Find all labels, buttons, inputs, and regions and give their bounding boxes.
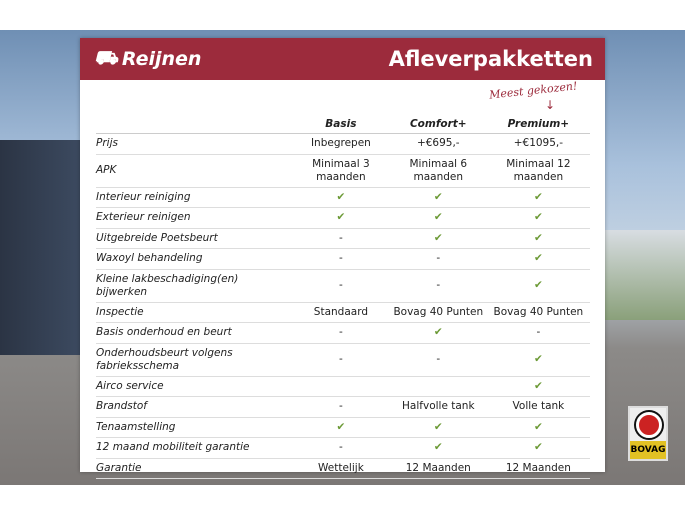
arrow-icon: ↓ (544, 98, 555, 112)
row-label: Uitgebreide Poetsbeurt (96, 228, 292, 249)
cell: - (292, 322, 390, 344)
cell: ✔ (486, 343, 590, 377)
cell: - (389, 248, 487, 270)
row-label: Prijs (96, 133, 292, 155)
table-row: Basis onderhoud en beurt - ✔ - (96, 322, 590, 344)
cell: - (292, 396, 390, 418)
cell: Minimaal 3 maanden (292, 154, 390, 188)
cell: Minimaal 12 maanden (486, 154, 590, 188)
row-label: Waxoyl behandeling (96, 248, 292, 270)
empty-header (96, 116, 292, 134)
table-row: Exterieur reinigen ✔ ✔ ✔ (96, 207, 590, 229)
cell: - (389, 343, 487, 377)
packages-card: ⛟ Reijnen Afleverpakketten Meest gekozen!… (80, 38, 605, 479)
cell: ✔ (486, 376, 590, 397)
table-row: APK Minimaal 3 maanden Minimaal 6 maanden M… (96, 154, 590, 188)
cell: Halfvolle tank (389, 396, 487, 418)
cell: ✔ (486, 248, 590, 270)
cell (292, 376, 390, 397)
cell: ✔ (486, 417, 590, 438)
cell: Volle tank (486, 396, 590, 418)
cell: ✔ (292, 187, 390, 208)
cell: Bovag 40 Punten (389, 302, 487, 323)
cell: +€1095,- (486, 133, 590, 155)
cell: - (292, 228, 390, 249)
most-chosen-note: Meest gekozen! (488, 79, 578, 102)
cell: - (292, 269, 390, 303)
cell: ✔ (486, 207, 590, 229)
cell: Wettelijk (292, 458, 390, 479)
row-label: Garantie (96, 458, 292, 479)
row-label: 12 maand mobiliteit garantie (96, 437, 292, 459)
cell: ✔ (389, 207, 487, 229)
table-row: Inspectie Standaard Bovag 40 Punten Bovag 4… (96, 302, 590, 323)
row-label: Kleine lakbeschadiging(en) bijwerken (96, 269, 292, 303)
table-row: Interieur reiniging ✔ ✔ ✔ (96, 187, 590, 208)
cell: - (486, 322, 590, 344)
cell: 12 Maanden (486, 458, 590, 479)
column-comfort: Comfort+ (389, 116, 487, 134)
cell: Standaard (292, 302, 390, 323)
cell: Bovag 40 Punten (486, 302, 590, 323)
row-label: Onderhoudsbeurt volgens fabrieksschema (96, 343, 292, 377)
table-row: Airco service ✔ (96, 376, 590, 397)
cell: ✔ (389, 228, 487, 249)
cell: ✔ (486, 269, 590, 303)
row-label: Airco service (96, 376, 292, 397)
dealership-flags (605, 230, 685, 320)
row-label: Tenaamstelling (96, 417, 292, 438)
row-label: Interieur reiniging (96, 187, 292, 208)
logo-text: Reijnen (121, 48, 202, 70)
cell: ✔ (389, 322, 487, 344)
cell: 12 Maanden (389, 458, 487, 479)
table-row: Brandstof - Halfvolle tank Volle tank (96, 396, 590, 418)
building (0, 140, 80, 355)
table-row: Tenaamstelling ✔ ✔ ✔ (96, 417, 590, 438)
car-icon: ⛟ (94, 46, 118, 69)
column-premium: Premium+ (486, 116, 590, 134)
table-row: Prijs Inbegrepen +€695,- +€1095,- (96, 133, 590, 155)
logo: ⛟ Reijnen (94, 47, 201, 72)
cell: ✔ (292, 417, 390, 438)
row-label: Brandstof (96, 396, 292, 418)
column-basis: Basis (292, 116, 390, 134)
cell: +€695,- (389, 133, 487, 155)
table-row: Kleine lakbeschadiging(en) bijwerken - - ✔ (96, 269, 590, 303)
page-title: Afleverpakketten (388, 47, 593, 71)
table-row: 12 maand mobiliteit garantie - ✔ ✔ (96, 437, 590, 459)
row-label: APK (96, 154, 292, 188)
cell: ✔ (486, 437, 590, 459)
cell: ✔ (389, 437, 487, 459)
cell: ✔ (389, 417, 487, 438)
cell: - (292, 343, 390, 377)
table-row: Onderhoudsbeurt volgens fabrieksschema - -… (96, 343, 590, 377)
header: ⛟ Reijnen Afleverpakketten (80, 38, 605, 80)
cell: Inbegrepen (292, 133, 390, 155)
cell (389, 376, 487, 397)
cell: - (389, 269, 487, 303)
table-row: Uitgebreide Poetsbeurt - ✔ ✔ (96, 228, 590, 249)
cell: - (292, 437, 390, 459)
cell: - (292, 248, 390, 270)
table-row: Garantie Wettelijk 12 Maanden 12 Maanden (96, 458, 590, 479)
row-label: Inspectie (96, 302, 292, 323)
cell: ✔ (292, 207, 390, 229)
cell: ✔ (486, 228, 590, 249)
cell: ✔ (389, 187, 487, 208)
comparison-table: Basis Comfort+ Premium+ Prijs Inbegrepen +… (96, 116, 590, 479)
table-row: Waxoyl behandeling - - ✔ (96, 248, 590, 270)
row-label: Basis onderhoud en beurt (96, 322, 292, 344)
bovag-logo: BOVAG (628, 406, 668, 461)
cell: Minimaal 6 maanden (389, 154, 487, 188)
cell: ✔ (486, 187, 590, 208)
row-label: Exterieur reinigen (96, 207, 292, 229)
